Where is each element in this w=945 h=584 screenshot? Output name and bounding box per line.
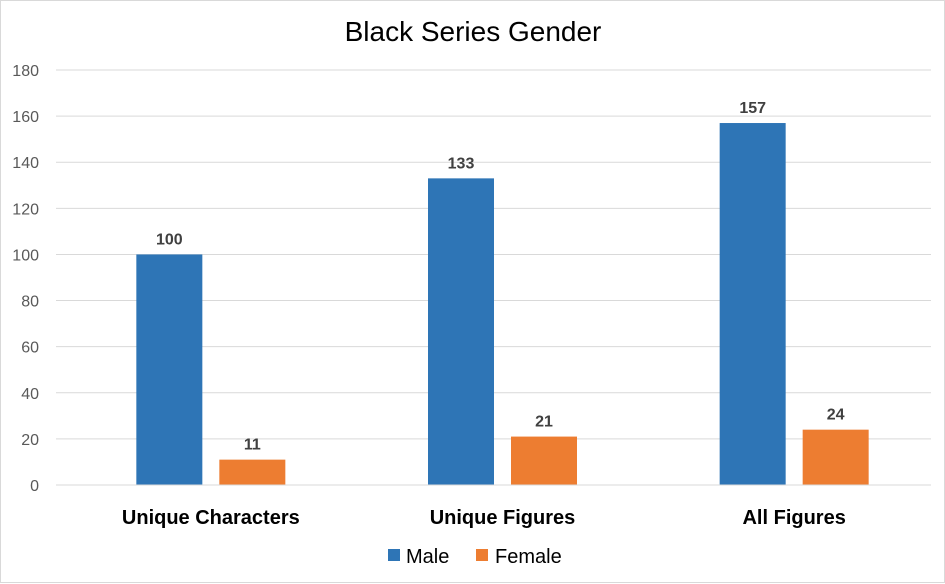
- y-tick-label: 60: [21, 340, 39, 357]
- data-label: 133: [448, 155, 475, 172]
- legend-label-female: Female: [495, 546, 562, 568]
- bar-female-2: [511, 436, 577, 485]
- y-tick-label: 140: [12, 155, 39, 172]
- data-label: 100: [156, 231, 183, 248]
- legend-label-male: Male: [406, 546, 449, 568]
- bar-female-3: [802, 429, 869, 485]
- y-tick-label: 100: [12, 247, 39, 264]
- data-label: 157: [739, 100, 766, 117]
- y-tick-label: 80: [21, 294, 39, 311]
- legend: Male Female: [388, 546, 562, 568]
- bar-male-1: [136, 254, 203, 485]
- bar-female-1: [219, 459, 286, 485]
- x-category-label: Unique Figures: [430, 507, 576, 529]
- bar-male-2: [428, 178, 494, 485]
- data-label: 24: [827, 407, 845, 424]
- data-labels: 100 11 133 21 157 24: [156, 100, 845, 454]
- y-tick-label: 120: [12, 201, 39, 218]
- y-axis: 0 20 40 60 80 100 120 140 160 180: [12, 63, 39, 495]
- y-tick-label: 0: [30, 478, 39, 495]
- x-category-label: Unique Characters: [122, 507, 300, 529]
- x-axis: Unique Characters Unique Figures All Figur…: [56, 484, 931, 529]
- y-tick-label: 160: [12, 109, 39, 126]
- legend-swatch-male: [388, 549, 400, 561]
- chart-title: Black Series Gender: [345, 16, 602, 47]
- y-tick-label: 20: [21, 432, 39, 449]
- y-tick-label: 180: [12, 63, 39, 80]
- x-category-label: All Figures: [742, 507, 845, 529]
- legend-swatch-female: [476, 549, 488, 561]
- bars: [136, 123, 869, 486]
- data-label: 11: [244, 437, 261, 454]
- bar-male-3: [719, 123, 786, 486]
- y-tick-label: 40: [21, 386, 39, 403]
- data-label: 21: [535, 414, 553, 431]
